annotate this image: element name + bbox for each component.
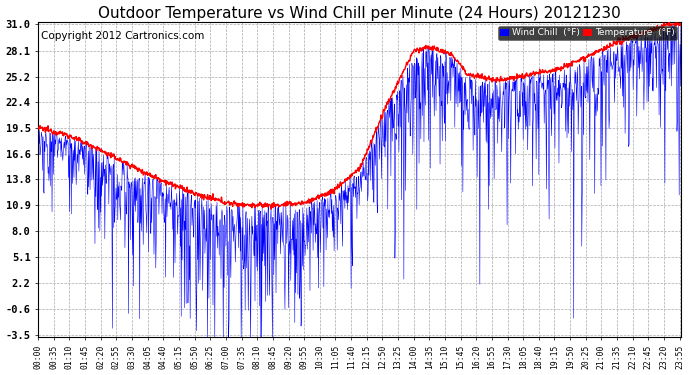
Text: Copyright 2012 Cartronics.com: Copyright 2012 Cartronics.com: [41, 31, 205, 41]
Title: Outdoor Temperature vs Wind Chill per Minute (24 Hours) 20121230: Outdoor Temperature vs Wind Chill per Mi…: [99, 6, 621, 21]
Legend: Wind Chill  (°F), Temperature  (°F): Wind Chill (°F), Temperature (°F): [497, 26, 677, 40]
